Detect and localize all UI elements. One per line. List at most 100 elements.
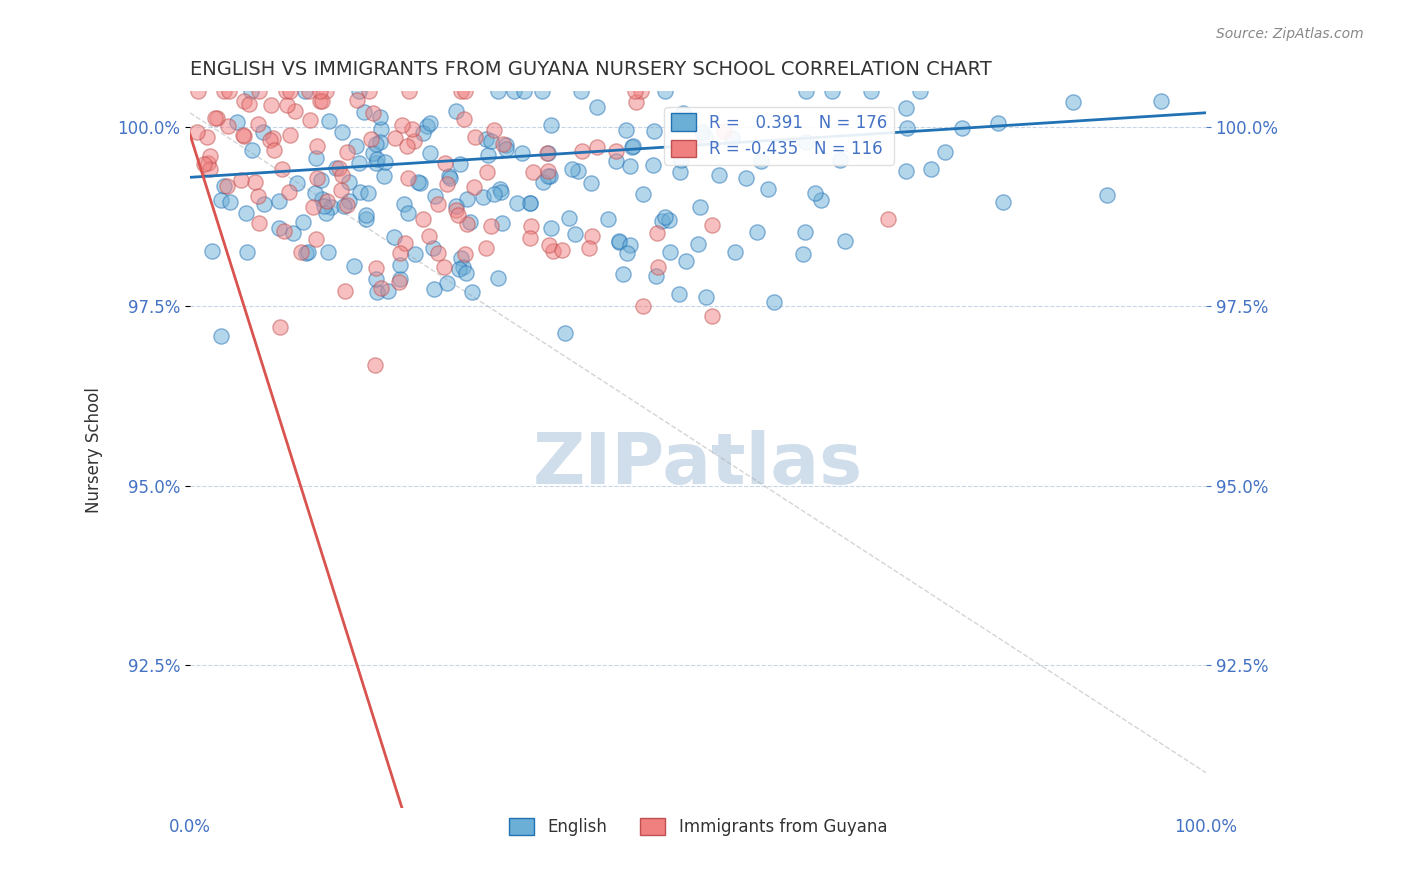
English	[489, 185, 512, 199]
English	[654, 210, 676, 224]
English	[456, 192, 478, 206]
Immigrants from Guyana	[333, 285, 356, 299]
Immigrants from Guyana	[360, 132, 382, 146]
English	[337, 175, 360, 189]
Immigrants from Guyana	[401, 122, 423, 136]
English	[475, 132, 498, 146]
English	[537, 145, 560, 160]
English	[447, 261, 470, 276]
English	[309, 172, 332, 186]
English	[292, 215, 315, 229]
English	[668, 286, 690, 301]
Immigrants from Guyana	[624, 95, 647, 110]
English	[834, 234, 856, 248]
English	[368, 110, 391, 124]
Immigrants from Guyana	[586, 140, 609, 154]
English	[406, 175, 429, 189]
English	[675, 254, 697, 268]
English	[645, 269, 668, 284]
English	[561, 161, 583, 176]
English	[366, 153, 388, 167]
English	[361, 145, 384, 160]
Immigrants from Guyana	[263, 143, 285, 157]
English	[510, 145, 533, 160]
Immigrants from Guyana	[364, 261, 387, 276]
English	[225, 115, 247, 129]
English	[253, 196, 276, 211]
English	[297, 245, 319, 260]
Immigrants from Guyana	[536, 146, 558, 161]
Immigrants from Guyana	[522, 164, 544, 178]
Text: ZIPatlas: ZIPatlas	[533, 430, 863, 499]
Immigrants from Guyana	[198, 162, 221, 177]
English	[389, 259, 412, 273]
English	[756, 182, 779, 196]
English	[672, 106, 695, 120]
Immigrants from Guyana	[247, 84, 270, 98]
Immigrants from Guyana	[605, 145, 627, 159]
English	[295, 245, 318, 260]
English	[314, 199, 336, 213]
English	[612, 268, 634, 282]
English	[538, 169, 561, 183]
English	[444, 104, 467, 119]
English	[804, 186, 827, 200]
Immigrants from Guyana	[336, 198, 359, 212]
Immigrants from Guyana	[229, 173, 252, 187]
English	[373, 169, 395, 184]
English	[446, 199, 468, 213]
Immigrants from Guyana	[217, 119, 239, 133]
Immigrants from Guyana	[519, 219, 541, 233]
English	[519, 196, 541, 211]
English	[794, 84, 817, 98]
Immigrants from Guyana	[434, 156, 457, 170]
Immigrants from Guyana	[328, 161, 350, 175]
English	[347, 155, 370, 169]
Y-axis label: Nursery School: Nursery School	[86, 387, 103, 513]
English	[688, 237, 710, 252]
Immigrants from Guyana	[571, 144, 593, 158]
Immigrants from Guyana	[205, 111, 228, 125]
Immigrants from Guyana	[301, 200, 323, 214]
English	[621, 139, 644, 153]
English	[240, 84, 263, 98]
English	[364, 271, 387, 285]
Immigrants from Guyana	[193, 156, 215, 170]
English	[377, 284, 399, 298]
Immigrants from Guyana	[269, 320, 291, 334]
English	[495, 138, 517, 153]
Immigrants from Guyana	[702, 218, 724, 232]
English	[283, 227, 305, 241]
Immigrants from Guyana	[346, 93, 368, 107]
English	[353, 105, 375, 120]
Immigrants from Guyana	[290, 244, 312, 259]
English	[201, 244, 224, 258]
Immigrants from Guyana	[309, 94, 332, 108]
English	[540, 118, 562, 132]
English	[240, 143, 263, 157]
Immigrants from Guyana	[336, 145, 359, 160]
English	[364, 137, 387, 152]
Immigrants from Guyana	[454, 247, 477, 261]
English	[513, 84, 536, 98]
Immigrants from Guyana	[212, 84, 235, 98]
Immigrants from Guyana	[363, 105, 385, 120]
English	[337, 194, 360, 209]
Immigrants from Guyana	[247, 216, 270, 230]
English	[720, 131, 742, 145]
English	[479, 134, 502, 148]
English	[416, 120, 439, 134]
Immigrants from Guyana	[412, 212, 434, 227]
Immigrants from Guyana	[315, 84, 337, 98]
Immigrants from Guyana	[330, 183, 353, 197]
Immigrants from Guyana	[876, 211, 898, 226]
English	[607, 234, 630, 248]
English	[396, 206, 419, 220]
English	[533, 175, 555, 189]
Immigrants from Guyana	[463, 180, 485, 194]
English	[894, 164, 917, 178]
English	[392, 197, 415, 211]
English	[305, 151, 328, 165]
English	[319, 200, 342, 214]
English	[506, 196, 529, 211]
